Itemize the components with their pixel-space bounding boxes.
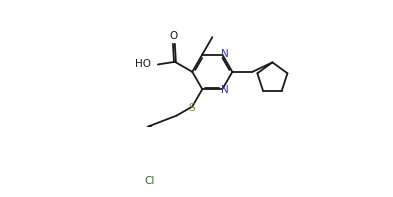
Text: O: O [170,31,178,41]
Text: N: N [220,85,228,95]
Text: Cl: Cl [144,177,154,187]
Text: HO: HO [135,59,151,70]
Text: N: N [220,49,228,59]
Text: S: S [188,103,195,113]
